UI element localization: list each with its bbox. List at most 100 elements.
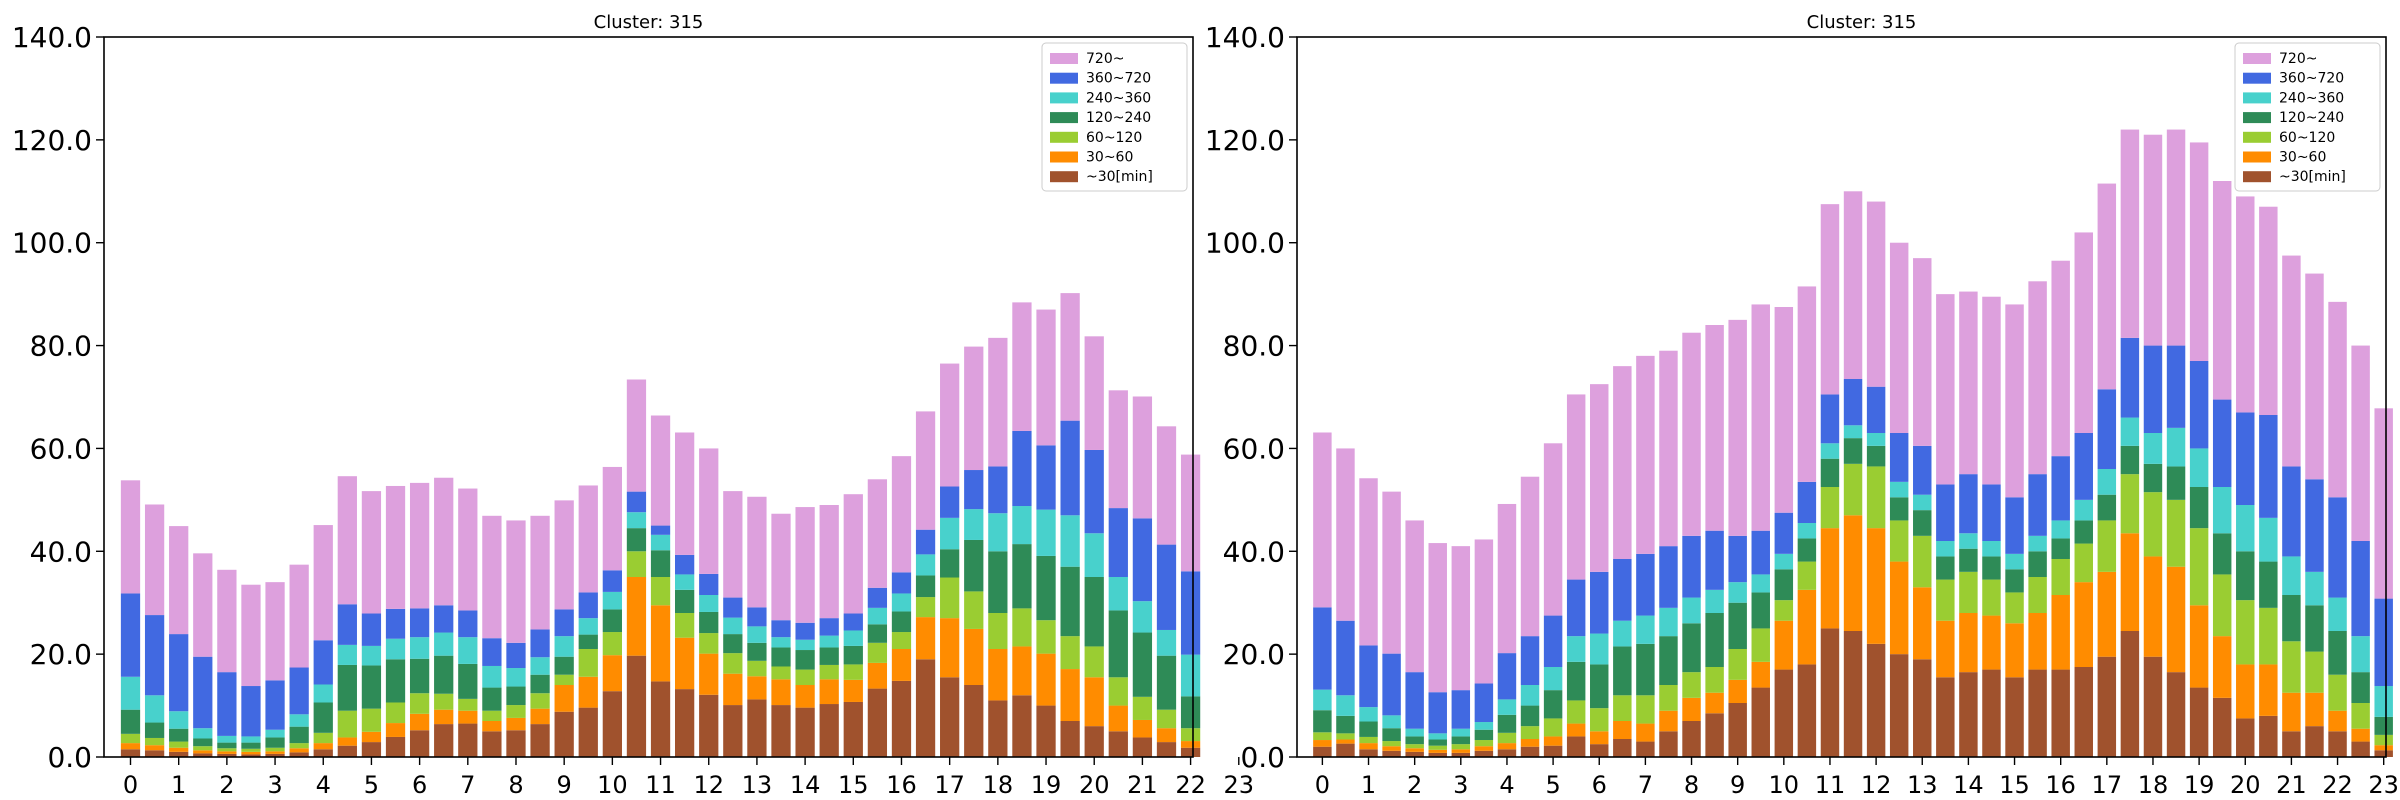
bar-segment [1820,628,1840,757]
bar-segment [915,575,936,598]
bar-segment [1682,535,1701,598]
bar-segment [241,748,261,752]
bar-segment [795,707,815,757]
bar-segment [1751,661,1770,688]
bar-segment [2259,715,2278,757]
bar-segment [241,742,261,749]
bar-segment [723,617,743,635]
bar-segment [1613,695,1632,721]
legend-swatch [1050,72,1078,84]
bar-segment [1336,739,1355,744]
bar-segment [1959,291,1978,475]
bar-segment [482,721,502,732]
bar-segment [1451,546,1471,691]
bar-segment [1497,743,1517,750]
bar-segment [964,470,984,510]
bar-segment [915,554,936,576]
legend-swatch [2243,112,2271,124]
bar-segment [1889,242,1909,433]
bar-segment [1382,715,1401,729]
bar-segment [1866,528,1886,644]
bar-segment [988,649,1008,701]
bar-segment [1728,319,1747,536]
bar-segment [1382,728,1401,742]
bar-segment [361,665,382,709]
x-tick-label: 2 [219,771,234,799]
bar-segment [891,611,912,633]
bar-segment [1132,518,1153,602]
bar-segment [458,610,478,638]
bar-segment [289,714,309,727]
bar-segment [1382,746,1401,751]
bar-segment [2328,631,2347,675]
bar-segment [554,500,574,610]
bar-segment [458,723,478,757]
bar-segment [2189,142,2209,361]
bar-segment [2097,494,2117,521]
bar-segment [169,728,189,742]
bar-segment [2097,183,2117,390]
bar-segment [1359,707,1378,722]
bar-segment [1012,608,1032,647]
bar-segment [2028,551,2047,577]
bar-segment [578,592,598,619]
bar-segment [1751,628,1770,662]
bar-segment [1566,736,1586,757]
bar-segment [1012,302,1032,431]
bar-segment [1636,741,1655,757]
bar-segment [1313,607,1332,690]
bar-segment [1474,746,1494,751]
bar-segment [1982,615,2001,670]
bar-segment [1682,623,1701,673]
bar-segment [409,713,430,731]
bar-segment [1451,728,1471,737]
bar-segment [1982,669,2001,757]
bar-segment [2328,497,2347,598]
bar-segment [1774,620,1794,670]
bar-segment [2120,533,2140,631]
bar-segment [144,615,165,696]
bar-segment [409,730,430,757]
bar-segment [699,573,719,595]
bar-segment [1084,533,1104,577]
bar-segment [337,476,357,605]
bar-segment [1012,544,1032,609]
bar-segment [1613,620,1632,647]
bar-segment [1751,687,1770,757]
x-tick-label: 13 [742,771,773,799]
bar-segment [313,743,333,750]
bar-segment [169,634,189,712]
bar-segment [988,613,1008,649]
bar-segment [1405,672,1424,729]
bar-segment [1497,714,1517,733]
bar-segment [1659,607,1678,637]
x-tick-label: 6 [412,771,427,799]
bar-segment [1012,430,1032,507]
bar-segment [626,491,647,513]
bar-segment [699,595,719,612]
bar-segment [1866,643,1886,757]
x-tick-label: 21 [2276,771,2307,799]
bar-segment [1084,646,1104,678]
bar-segment [650,525,671,535]
bar-segment [1543,718,1563,737]
bar-segment [2259,415,2278,518]
bar-segment [2305,651,2324,693]
legend-swatch [2243,171,2271,183]
bar-segment [1636,723,1655,742]
bar-segment [1084,577,1104,647]
bar-segment [2120,445,2140,475]
bar-segment [1428,733,1447,740]
bar-segment [2166,672,2186,757]
bar-segment [482,710,502,721]
bar-segment [1012,506,1032,545]
bar-segment [2282,692,2301,732]
bar-segment [1774,307,1794,513]
bar-segment [458,698,478,711]
bar-segment [1156,742,1177,757]
bar-segment [867,479,888,588]
bar-segment [313,684,333,703]
bar-segment [1156,544,1177,630]
x-tick-label: 16 [2045,771,2076,799]
bar-segment [1520,726,1540,739]
